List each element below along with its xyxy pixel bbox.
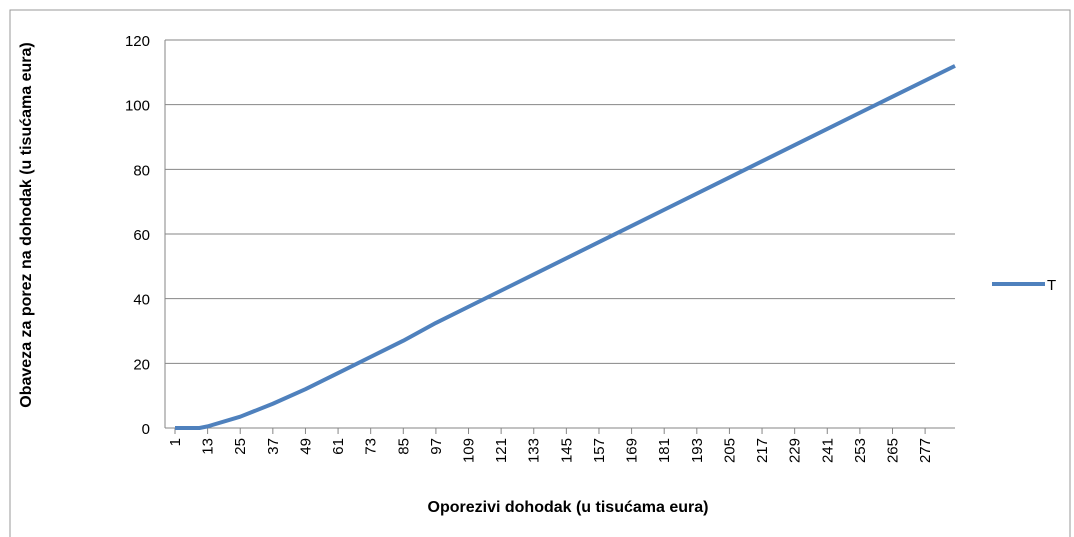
x-tick-label: 133	[526, 438, 543, 463]
data-line	[175, 64, 956, 430]
x-tick-label: 121	[493, 438, 510, 463]
x-tick-label: 253	[852, 438, 869, 463]
y-tick-label: 40	[133, 292, 150, 309]
x-tick-label: 49	[297, 438, 314, 455]
y-tick-label: 0	[142, 421, 150, 438]
y-axis-label: Obaveza za porez na dohodak (u tisućama …	[18, 42, 35, 408]
x-tick-label: 73	[363, 438, 380, 455]
legend-label: T	[1047, 277, 1056, 294]
y-tick-label: 60	[133, 227, 150, 244]
x-tick-label: 85	[395, 438, 412, 455]
x-tick-label: 1	[167, 438, 184, 446]
x-tick-label: 193	[689, 438, 706, 463]
x-tick-label: 277	[917, 438, 934, 463]
y-tick-label: 20	[133, 356, 150, 373]
x-tick-label: 181	[656, 438, 673, 463]
x-tick-label: 145	[558, 438, 575, 463]
x-tick-label: 109	[461, 438, 478, 463]
y-axis-label-box: Obaveza za porez na dohodak (u tisućama …	[18, 42, 35, 408]
chart-border	[9, 9, 1071, 537]
x-tick-label: 37	[265, 438, 282, 455]
x-tick-label: 169	[624, 438, 641, 463]
y-tick-label: 80	[133, 162, 150, 179]
x-tick-label: 157	[591, 438, 608, 463]
x-tick-label: 229	[787, 438, 804, 463]
y-tick-label: 120	[125, 33, 150, 50]
x-tick-label: 205	[721, 438, 738, 463]
x-tick-label: 241	[819, 438, 836, 463]
x-tick-label: 13	[200, 438, 217, 455]
y-tick-label: 100	[125, 98, 150, 115]
x-tick-label: 97	[428, 438, 445, 455]
x-tick-label: 61	[330, 438, 347, 455]
x-tick-label: 265	[884, 438, 901, 463]
x-tick-label: 217	[754, 438, 771, 463]
x-axis-label: Oporezivi dohodak (u tisućama eura)	[428, 499, 709, 516]
x-tick-label: 25	[232, 438, 249, 455]
